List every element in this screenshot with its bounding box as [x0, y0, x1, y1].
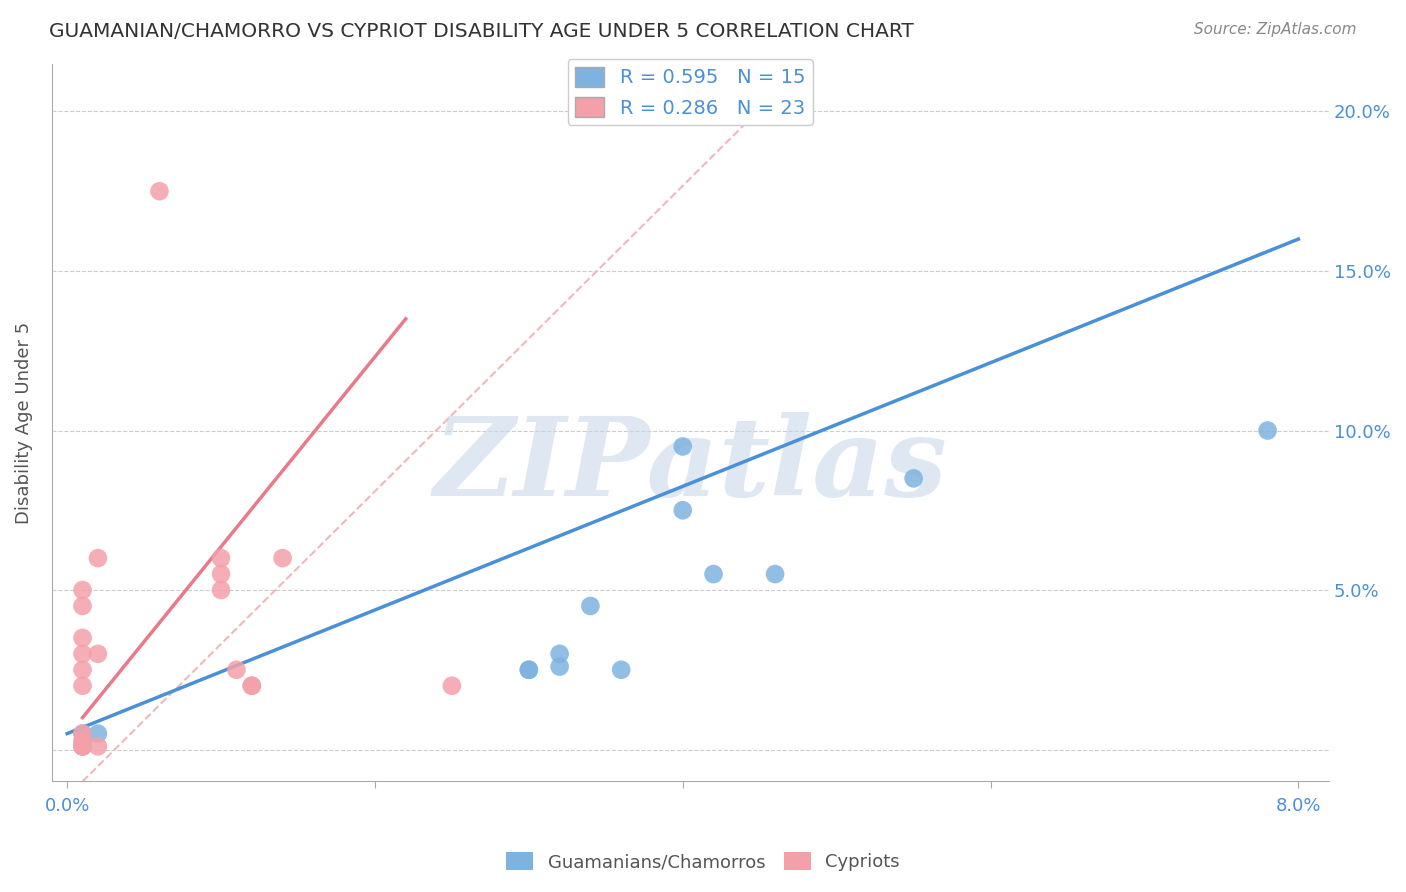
Text: 0.0%: 0.0% — [45, 797, 90, 815]
Point — [72, 679, 94, 693]
Point — [271, 551, 294, 566]
Point — [702, 567, 724, 582]
Point — [240, 679, 263, 693]
Point — [72, 739, 94, 754]
Point — [87, 726, 110, 740]
Point — [72, 739, 94, 754]
Y-axis label: Disability Age Under 5: Disability Age Under 5 — [15, 321, 32, 524]
Point — [72, 733, 94, 747]
Point — [517, 663, 540, 677]
Point — [87, 647, 110, 661]
Point — [579, 599, 602, 613]
Point — [1257, 424, 1279, 438]
Point — [240, 679, 263, 693]
Point — [548, 659, 571, 673]
Point — [209, 582, 232, 597]
Point — [440, 679, 463, 693]
Point — [72, 726, 94, 740]
Point — [763, 567, 786, 582]
Point — [672, 440, 695, 454]
Legend: R = 0.595   N = 15, R = 0.286   N = 23: R = 0.595 N = 15, R = 0.286 N = 23 — [568, 59, 813, 125]
Point — [72, 663, 94, 677]
Point — [903, 471, 925, 485]
Point — [72, 739, 94, 754]
Point — [72, 726, 94, 740]
Point — [72, 736, 94, 750]
Text: Source: ZipAtlas.com: Source: ZipAtlas.com — [1194, 22, 1357, 37]
Point — [148, 184, 170, 198]
Text: 8.0%: 8.0% — [1275, 797, 1322, 815]
Legend: Guamanians/Chamorros, Cypriots: Guamanians/Chamorros, Cypriots — [499, 845, 907, 879]
Point — [72, 599, 94, 613]
Point — [610, 663, 633, 677]
Point — [209, 551, 232, 566]
Text: GUAMANIAN/CHAMORRO VS CYPRIOT DISABILITY AGE UNDER 5 CORRELATION CHART: GUAMANIAN/CHAMORRO VS CYPRIOT DISABILITY… — [49, 22, 914, 41]
Point — [517, 663, 540, 677]
Point — [72, 647, 94, 661]
Point — [225, 663, 247, 677]
Point — [87, 551, 110, 566]
Text: ZIPatlas: ZIPatlas — [433, 412, 948, 519]
Point — [548, 647, 571, 661]
Point — [72, 582, 94, 597]
Point — [87, 739, 110, 754]
Point — [209, 567, 232, 582]
Point — [72, 631, 94, 645]
Point — [672, 503, 695, 517]
